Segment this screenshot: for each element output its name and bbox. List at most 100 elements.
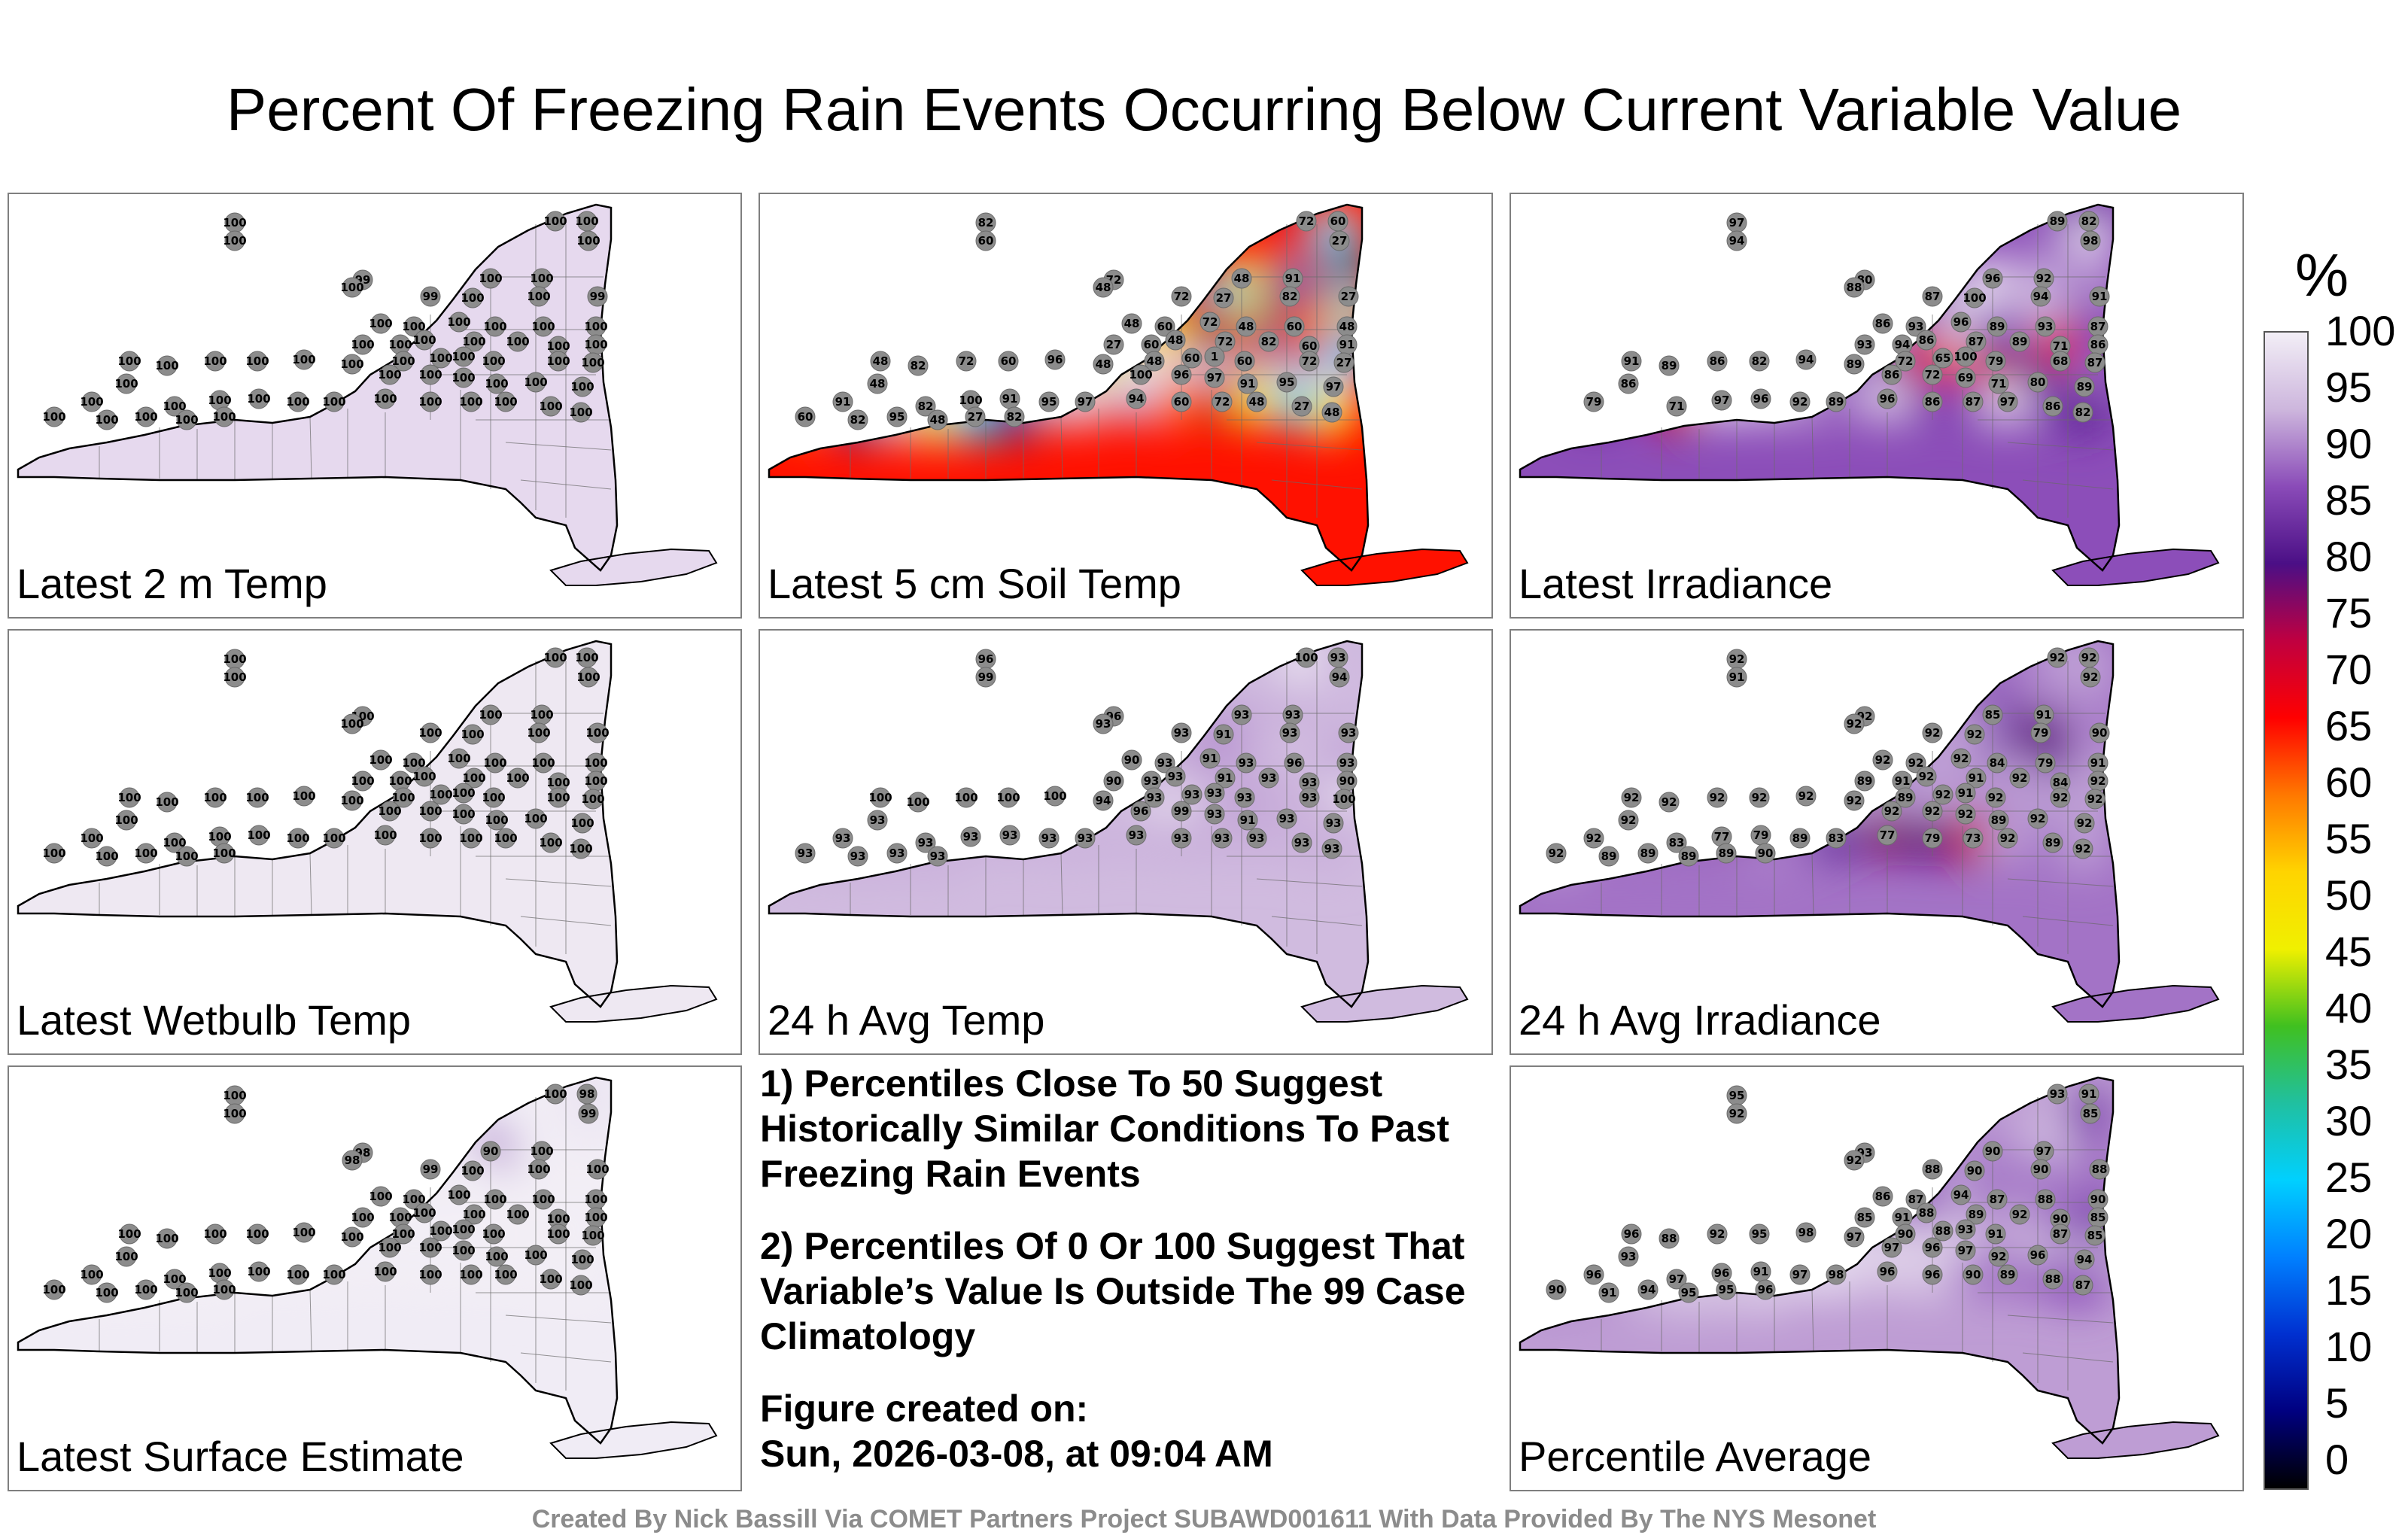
station-value: 90 xyxy=(1758,847,1774,860)
station-value: 100 xyxy=(80,831,103,845)
station-marker xyxy=(486,373,507,394)
station-marker xyxy=(1621,351,1642,372)
station-marker xyxy=(1877,388,1898,409)
station-marker xyxy=(119,351,140,372)
station-value: 93 xyxy=(1096,717,1111,731)
station-marker xyxy=(1844,1150,1865,1171)
station-marker xyxy=(2050,787,2071,808)
station-value: 100 xyxy=(584,320,607,333)
station-value: 90 xyxy=(1339,774,1355,788)
station-value: 89 xyxy=(1662,359,1677,372)
station-value: 98 xyxy=(2083,234,2099,248)
station-marker xyxy=(1985,787,2006,808)
colorbar-tick: 50 xyxy=(2325,871,2373,919)
station-marker xyxy=(572,813,593,834)
station-marker xyxy=(1678,1282,1699,1303)
station-marker xyxy=(1844,1226,1865,1248)
station-value: 92 xyxy=(2012,1208,2028,1221)
station-value: 100 xyxy=(569,1278,592,1292)
station-marker xyxy=(2084,789,2105,810)
station-value: 90 xyxy=(1898,1227,1914,1241)
colorbar-tick: 65 xyxy=(2325,702,2373,749)
station-value: 86 xyxy=(1919,333,1935,347)
panel-label: Latest Irradiance xyxy=(1519,560,1833,607)
station-value: 93 xyxy=(1207,807,1223,821)
station-marker xyxy=(1130,364,1151,385)
station-marker xyxy=(116,1246,137,1267)
station-marker xyxy=(1236,316,1257,337)
station-value: 100 xyxy=(292,353,315,366)
panel-label: 24 h Avg Irradiance xyxy=(1519,996,1881,1044)
station-value: 92 xyxy=(1925,804,1941,818)
station-marker xyxy=(1987,316,2008,337)
station-value: 48 xyxy=(1096,357,1111,371)
station-value: 100 xyxy=(175,1286,198,1299)
station-value: 89 xyxy=(1792,831,1808,845)
station-value: 100 xyxy=(212,1283,236,1296)
station-value: 79 xyxy=(1586,395,1602,409)
station-value: 91 xyxy=(1958,786,1974,800)
station-marker xyxy=(2030,1159,2051,1180)
station-value: 100 xyxy=(245,354,269,368)
station-value: 100 xyxy=(451,350,475,363)
station-marker xyxy=(485,316,506,337)
station-marker xyxy=(1963,1264,1984,1285)
station-value: 96 xyxy=(1925,1241,1941,1254)
station-value: 100 xyxy=(95,850,118,863)
station-value: 100 xyxy=(447,1188,470,1202)
station-value: 86 xyxy=(1710,354,1725,368)
station-marker xyxy=(480,704,501,725)
station-marker xyxy=(1755,843,1776,864)
station-value: 100 xyxy=(546,1212,570,1226)
station-value: 1 xyxy=(1211,350,1218,363)
station-marker xyxy=(483,787,504,808)
station-marker xyxy=(464,331,485,352)
station-value: 99 xyxy=(423,290,439,303)
station-value: 48 xyxy=(870,377,886,391)
station-value: 88 xyxy=(1662,1232,1677,1245)
station-marker xyxy=(578,667,599,688)
station-value: 93 xyxy=(2038,320,2054,333)
station-value: 69 xyxy=(1958,371,1974,385)
station-value: 100 xyxy=(483,1193,506,1206)
station-marker xyxy=(379,364,400,385)
station-value: 93 xyxy=(1174,726,1190,740)
station-marker xyxy=(1199,748,1221,769)
station-marker xyxy=(1707,351,1728,372)
station-marker xyxy=(1678,846,1699,867)
station-marker xyxy=(420,391,441,412)
station-value: 72 xyxy=(1898,354,1914,368)
station-value: 90 xyxy=(1985,1144,2001,1158)
station-value: 72 xyxy=(1302,354,1318,368)
station-value: 100 xyxy=(292,789,315,803)
station-marker xyxy=(135,843,157,864)
station-value: 95 xyxy=(1041,395,1057,409)
station-marker xyxy=(205,787,226,808)
station-marker xyxy=(420,828,441,849)
figure-created-label: Figure created on: xyxy=(760,1388,1089,1430)
station-marker xyxy=(1982,268,2003,289)
colorbar-tick: 85 xyxy=(2325,476,2373,524)
station-value: 92 xyxy=(1752,791,1768,804)
station-marker xyxy=(1296,647,1317,668)
station-marker xyxy=(2009,768,2030,789)
station-marker xyxy=(2084,352,2105,373)
station-value: 72 xyxy=(959,354,974,368)
station-value: 60 xyxy=(1184,351,1200,365)
station-marker xyxy=(1826,391,1847,412)
station-value: 100 xyxy=(546,776,570,789)
station-value: 92 xyxy=(1847,794,1862,807)
station-value: 90 xyxy=(1549,1283,1564,1296)
station-marker xyxy=(495,828,516,849)
station-marker xyxy=(1922,722,1943,743)
station-marker xyxy=(1181,784,1202,805)
station-marker xyxy=(2074,1249,2095,1270)
station-marker xyxy=(414,1202,435,1223)
station-value: 96 xyxy=(1586,1268,1602,1281)
station-marker xyxy=(342,1150,363,1171)
station-value: 100 xyxy=(117,354,141,368)
station-marker xyxy=(545,647,566,668)
panel-latest-wetbulb-temp: 100 100 100 100 100 100 100 100 100 100 100 100 100 1… xyxy=(8,629,742,1055)
